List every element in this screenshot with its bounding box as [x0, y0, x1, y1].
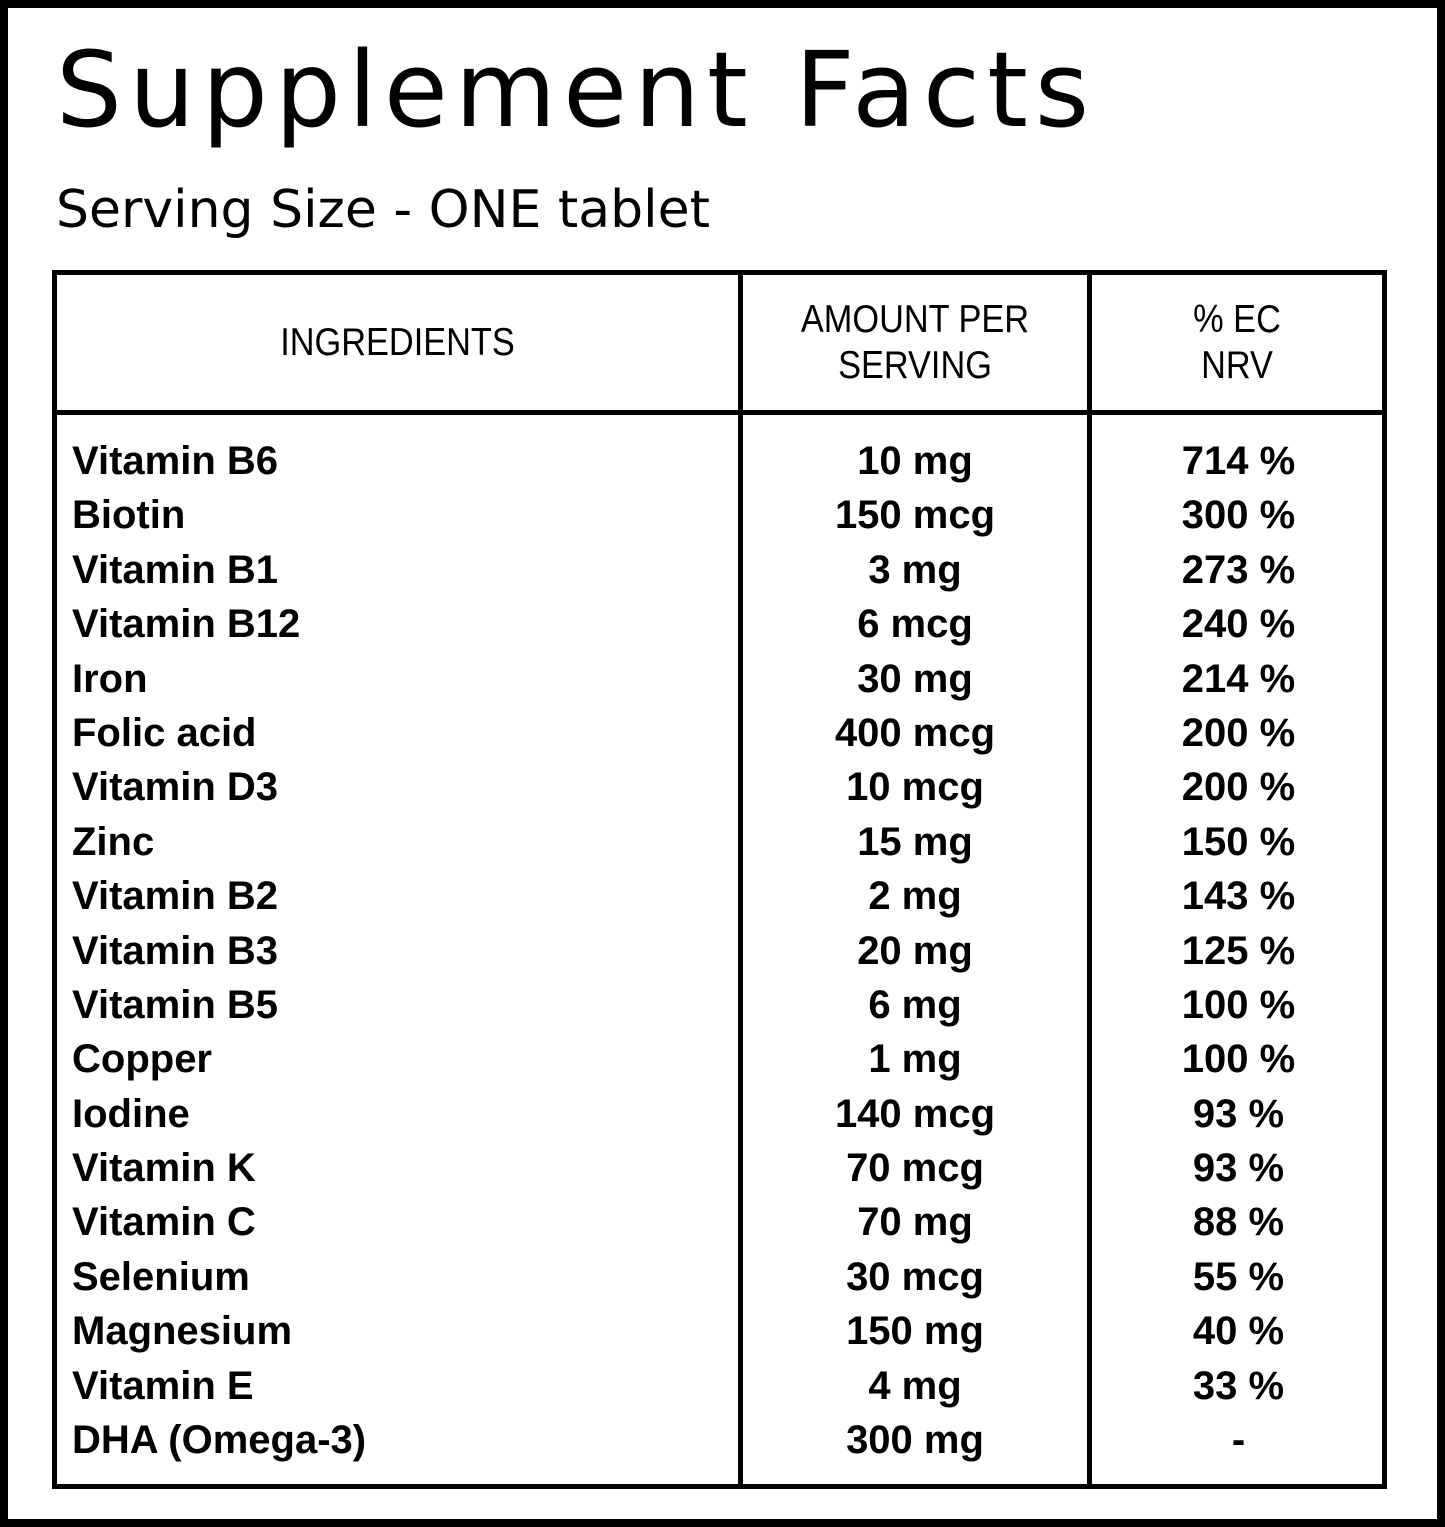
nrv-percent: 714 % [1181, 439, 1296, 483]
nrv-percent: 143 % [1181, 874, 1296, 919]
amount-per-serving: 140 mcg [834, 1091, 996, 1136]
amount-per-serving: 150 mg [846, 1309, 984, 1354]
table-row: Vitamin B5 6 mg 100 % [57, 978, 1382, 1032]
ingredient-name: Iron [72, 656, 148, 701]
amount-per-serving: 150 mcg [834, 493, 996, 538]
table-body: Vitamin B6 10 mg 714 % Biotin 150 mcg 300 % Vi… [57, 434, 1382, 1467]
nrv-percent: 214 % [1181, 656, 1296, 701]
ingredient-name: Copper [72, 1037, 212, 1082]
nrv-percent: - [1231, 1418, 1246, 1463]
nrv-percent: 200 % [1181, 710, 1296, 755]
table-row: Vitamin B2 2 mg 143 % [57, 869, 1382, 923]
header-nrv-line2: NRV [1201, 343, 1273, 387]
nrv-percent: 240 % [1181, 602, 1296, 647]
amount-per-serving: 20 mg [857, 928, 973, 973]
nrv-percent: 100 % [1181, 1037, 1296, 1082]
table-row: Copper 1 mg 100 % [57, 1032, 1382, 1086]
ingredient-name: DHA (Omega-3) [72, 1418, 367, 1463]
header-amount: AMOUNT PER SERVING [764, 275, 1067, 410]
header-nrv-line1: % EC [1193, 297, 1281, 341]
amount-per-serving: 70 mcg [846, 1146, 984, 1191]
header-amount-line2: SERVING [838, 343, 992, 387]
table-row: Magnesium 150 mg 40 % [57, 1304, 1382, 1358]
amount-per-serving: 30 mcg [846, 1254, 984, 1299]
nrv-percent: 200 % [1181, 765, 1296, 810]
nrv-percent: 100 % [1181, 982, 1296, 1027]
table-row: Vitamin B6 10 mg 714 % [57, 434, 1382, 488]
amount-per-serving: 10 mcg [846, 765, 984, 810]
table-row: Vitamin E 4 mg 33 % [57, 1359, 1382, 1413]
column-divider [1087, 275, 1092, 1484]
ingredient-name: Vitamin B6 [72, 439, 278, 483]
ingredient-name: Magnesium [72, 1309, 293, 1354]
table-row: Zinc 15 mg 150 % [57, 815, 1382, 869]
table-row: Iron 30 mg 214 % [57, 652, 1382, 706]
table-row: Folic acid 400 mcg 200 % [57, 706, 1382, 760]
ingredient-name: Vitamin B1 [72, 547, 278, 592]
ingredient-name: Biotin [72, 493, 186, 538]
table-row: Vitamin B1 3 mg 273 % [57, 543, 1382, 597]
nrv-percent: 300 % [1181, 493, 1296, 538]
amount-per-serving: 15 mg [857, 819, 973, 864]
ingredient-name: Vitamin B12 [72, 602, 301, 647]
nrv-percent: 40 % [1192, 1309, 1285, 1354]
nrv-percent: 150 % [1181, 819, 1296, 864]
table-row: Vitamin B12 6 mcg 240 % [57, 597, 1382, 651]
ingredient-name: Iodine [72, 1091, 190, 1136]
header-amount-line1: AMOUNT PER [800, 297, 1030, 341]
amount-per-serving: 70 mg [857, 1200, 973, 1245]
supplement-table: INGREDIENTS AMOUNT PER SERVING % EC NRV … [52, 270, 1387, 1489]
ingredient-name: Vitamin B2 [72, 874, 278, 919]
amount-per-serving: 4 mg [868, 1363, 962, 1408]
ingredient-name: Vitamin K [72, 1146, 256, 1191]
header-nrv: % EC NRV [1109, 275, 1364, 410]
nrv-percent: 55 % [1192, 1254, 1285, 1299]
amount-per-serving: 6 mcg [857, 602, 973, 647]
table-row: Vitamin C 70 mg 88 % [57, 1195, 1382, 1249]
table-row: Selenium 30 mcg 55 % [57, 1250, 1382, 1304]
nrv-percent: 273 % [1181, 547, 1296, 592]
table-row: Vitamin B3 20 mg 125 % [57, 924, 1382, 978]
header-ingredients: INGREDIENTS [98, 275, 697, 410]
table-row: Vitamin K 70 mcg 93 % [57, 1141, 1382, 1195]
nrv-percent: 93 % [1192, 1091, 1285, 1136]
ingredient-name: Vitamin B5 [72, 982, 278, 1027]
amount-per-serving: 2 mg [868, 874, 962, 919]
header-divider [57, 410, 1382, 415]
amount-per-serving: 10 mg [857, 439, 973, 483]
nrv-percent: 33 % [1192, 1363, 1285, 1408]
amount-per-serving: 400 mcg [834, 710, 996, 755]
ingredient-name: Zinc [72, 819, 155, 864]
serving-size: Serving Size - ONE tablet [56, 180, 710, 240]
ingredient-name: Vitamin D3 [72, 765, 278, 810]
amount-per-serving: 1 mg [868, 1037, 962, 1082]
table-row: DHA (Omega-3) 300 mg - [57, 1413, 1382, 1467]
amount-per-serving: 3 mg [868, 547, 962, 592]
amount-per-serving: 30 mg [857, 656, 973, 701]
nrv-percent: 125 % [1181, 928, 1296, 973]
column-divider [738, 275, 743, 1484]
nrv-percent: 88 % [1192, 1200, 1285, 1245]
ingredient-name: Selenium [72, 1254, 250, 1299]
amount-per-serving: 300 mg [846, 1418, 984, 1463]
ingredient-name: Vitamin C [72, 1200, 256, 1245]
nrv-percent: 93 % [1192, 1146, 1285, 1191]
amount-per-serving: 6 mg [868, 982, 962, 1027]
ingredient-name: Vitamin E [72, 1363, 254, 1408]
ingredient-name: Folic acid [72, 710, 257, 755]
table-row: Vitamin D3 10 mcg 200 % [57, 760, 1382, 814]
ingredient-name: Vitamin B3 [72, 928, 278, 973]
header-ingredients-label: INGREDIENTS [280, 320, 515, 364]
table-row: Biotin 150 mcg 300 % [57, 488, 1382, 542]
table-row: Iodine 140 mcg 93 % [57, 1087, 1382, 1141]
page-title: Supplement Facts [56, 29, 1097, 151]
